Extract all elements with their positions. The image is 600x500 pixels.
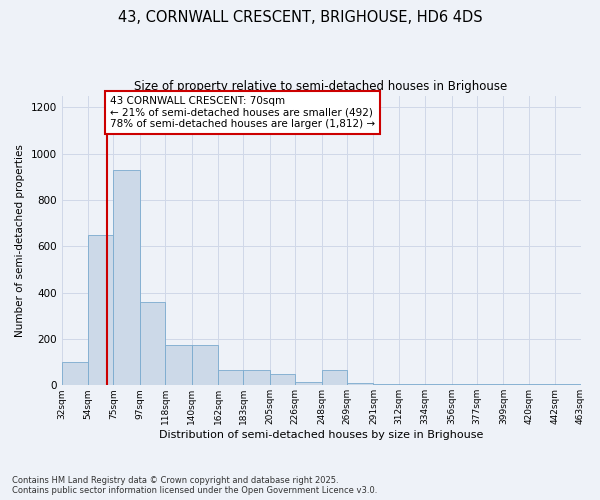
Bar [88,234,113,386]
Bar [295,382,322,386]
Bar [322,370,347,386]
Bar [503,384,529,386]
Bar [191,344,218,386]
Text: Contains HM Land Registry data © Crown copyright and database right 2025.
Contai: Contains HM Land Registry data © Crown c… [12,476,377,495]
Title: Size of property relative to semi-detached houses in Brighouse: Size of property relative to semi-detach… [134,80,508,93]
Bar [165,344,191,386]
Bar [477,384,503,386]
Bar [347,383,373,386]
Bar [425,384,452,386]
Bar [270,374,295,386]
Bar [140,302,165,386]
Bar [218,370,244,386]
Text: 43, CORNWALL CRESCENT, BRIGHOUSE, HD6 4DS: 43, CORNWALL CRESCENT, BRIGHOUSE, HD6 4D… [118,10,482,25]
Bar [113,170,140,386]
Text: 43 CORNWALL CRESCENT: 70sqm
← 21% of semi-detached houses are smaller (492)
78% : 43 CORNWALL CRESCENT: 70sqm ← 21% of sem… [110,96,375,129]
Bar [529,384,555,386]
Bar [373,384,399,386]
Bar [452,384,477,386]
Bar [244,370,270,386]
Bar [555,384,581,386]
X-axis label: Distribution of semi-detached houses by size in Brighouse: Distribution of semi-detached houses by … [159,430,483,440]
Bar [62,362,88,386]
Y-axis label: Number of semi-detached properties: Number of semi-detached properties [15,144,25,337]
Bar [399,384,425,386]
